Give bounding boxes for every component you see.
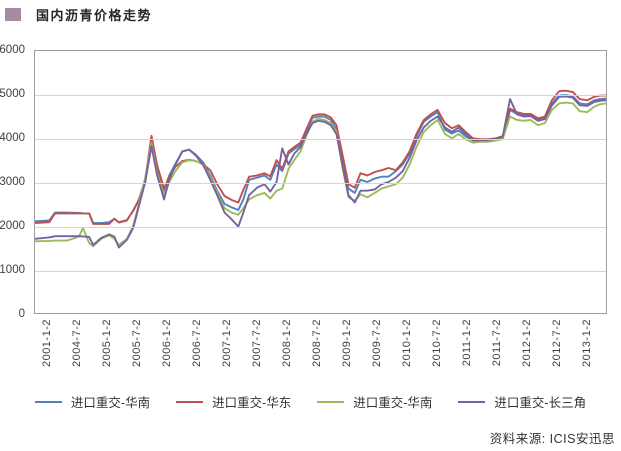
gridline xyxy=(35,182,606,184)
y-tick-label: 0 xyxy=(18,308,25,320)
chart-title-row: 国内沥青价格走势 xyxy=(5,5,152,24)
y-tick-label: 4000 xyxy=(0,132,25,144)
x-tick-label: 2013-1-2 xyxy=(581,319,594,368)
x-tick-label: 2009-1-2 xyxy=(341,319,353,368)
y-tick-label: 1000 xyxy=(0,264,25,276)
legend-item-huanan-2: 进口重交-华南 xyxy=(317,392,432,411)
x-tick-label: 2010-7-2 xyxy=(431,319,443,368)
legend-item-huadong: 进口重交-华东 xyxy=(176,392,291,411)
gridline xyxy=(35,270,606,272)
legend-label: 进口重交-长三角 xyxy=(494,396,587,410)
y-tick-label: 3000 xyxy=(0,176,25,188)
chart-title: 国内沥青价格走势 xyxy=(36,8,153,23)
x-tick-label: 2001-1-2 xyxy=(40,319,53,368)
series-line-3 xyxy=(35,95,606,249)
y-tick-label: 5000 xyxy=(0,88,25,100)
legend-line-swatch xyxy=(317,400,345,403)
legend-label: 进口重交-华南 xyxy=(70,396,151,410)
legend-item-huanan-1: 进口重交-华南 xyxy=(34,392,151,411)
x-tick-label: 2007-1-2 xyxy=(220,319,233,368)
x-axis: 2001-1-2 2004-7-2 2005-1-2 2005-7-2 2006-1-2… xyxy=(34,319,607,383)
legend: 进口重交-华南 进口重交-华东 进口重交-华南 进口重交-长三角 xyxy=(0,392,621,411)
y-axis: 0 1000 2000 3000 4000 5000 6000 xyxy=(0,44,29,320)
x-tick-label: 2006-1-2 xyxy=(160,319,173,368)
x-tick-label: 2011-7-2 xyxy=(491,319,503,367)
x-tick-label: 2005-7-2 xyxy=(130,319,143,368)
legend-label: 进口重交-华东 xyxy=(212,396,292,410)
x-tick-label: 2005-1-2 xyxy=(100,319,113,368)
x-tick-label: 2010-1-2 xyxy=(401,319,413,368)
x-tick-label: 2008-7-2 xyxy=(311,319,323,368)
x-tick-label: 2011-1-2 xyxy=(461,319,473,367)
y-tick-label: 2000 xyxy=(0,220,25,232)
legend-label: 进口重交-华南 xyxy=(353,396,433,410)
plot-area xyxy=(34,50,607,314)
x-tick-label: 2012-1-2 xyxy=(521,319,534,368)
y-tick-label: 6000 xyxy=(0,44,25,56)
series-line-1 xyxy=(35,89,606,225)
legend-item-changsanjiao: 进口重交-长三角 xyxy=(458,392,586,411)
series-line-2 xyxy=(35,101,606,248)
x-tick-label: 2008-1-2 xyxy=(280,319,293,368)
legend-line-swatch xyxy=(458,400,486,403)
x-tick-label: 2012-7-2 xyxy=(551,319,564,368)
gridline xyxy=(35,138,606,140)
gridline xyxy=(35,226,606,228)
series-canvas xyxy=(35,89,606,249)
x-tick-label: 2006-7-2 xyxy=(190,319,203,368)
gridline xyxy=(35,94,606,96)
x-tick-label: 2007-7-2 xyxy=(250,319,263,368)
title-bullet-square xyxy=(5,8,21,21)
legend-line-swatch xyxy=(34,400,62,403)
source-note: 资料来源: ICIS安迅思 xyxy=(489,432,615,446)
x-tick-label: 2009-7-2 xyxy=(371,319,383,368)
x-tick-label: 2004-7-2 xyxy=(70,319,83,368)
legend-line-swatch xyxy=(176,400,204,403)
